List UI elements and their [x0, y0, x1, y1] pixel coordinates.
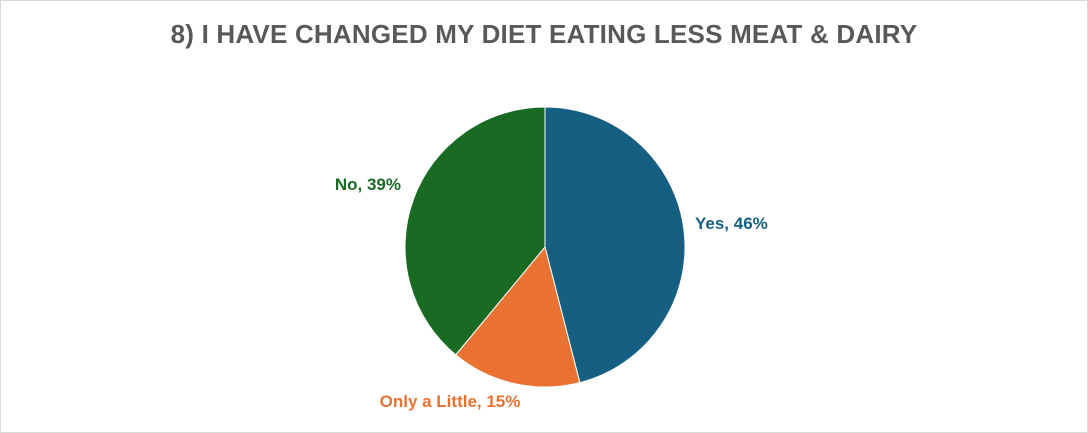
pie-slice-only-a-little — [455, 245, 581, 388]
chart-title: 8) I HAVE CHANGED MY DIET EATING LESS ME… — [170, 19, 918, 49]
pie-slice-no — [404, 106, 546, 356]
data-label-yes: Yes, 46% — [695, 214, 768, 233]
data-label-no: No, 39% — [335, 175, 401, 194]
pie-slices — [404, 106, 686, 388]
pie-slice-yes — [544, 106, 686, 384]
data-label-only-a-little: Only a Little, 15% — [380, 392, 521, 411]
pie-data-labels: Yes, 46% Only a Little, 15% No, 39% — [335, 175, 768, 411]
